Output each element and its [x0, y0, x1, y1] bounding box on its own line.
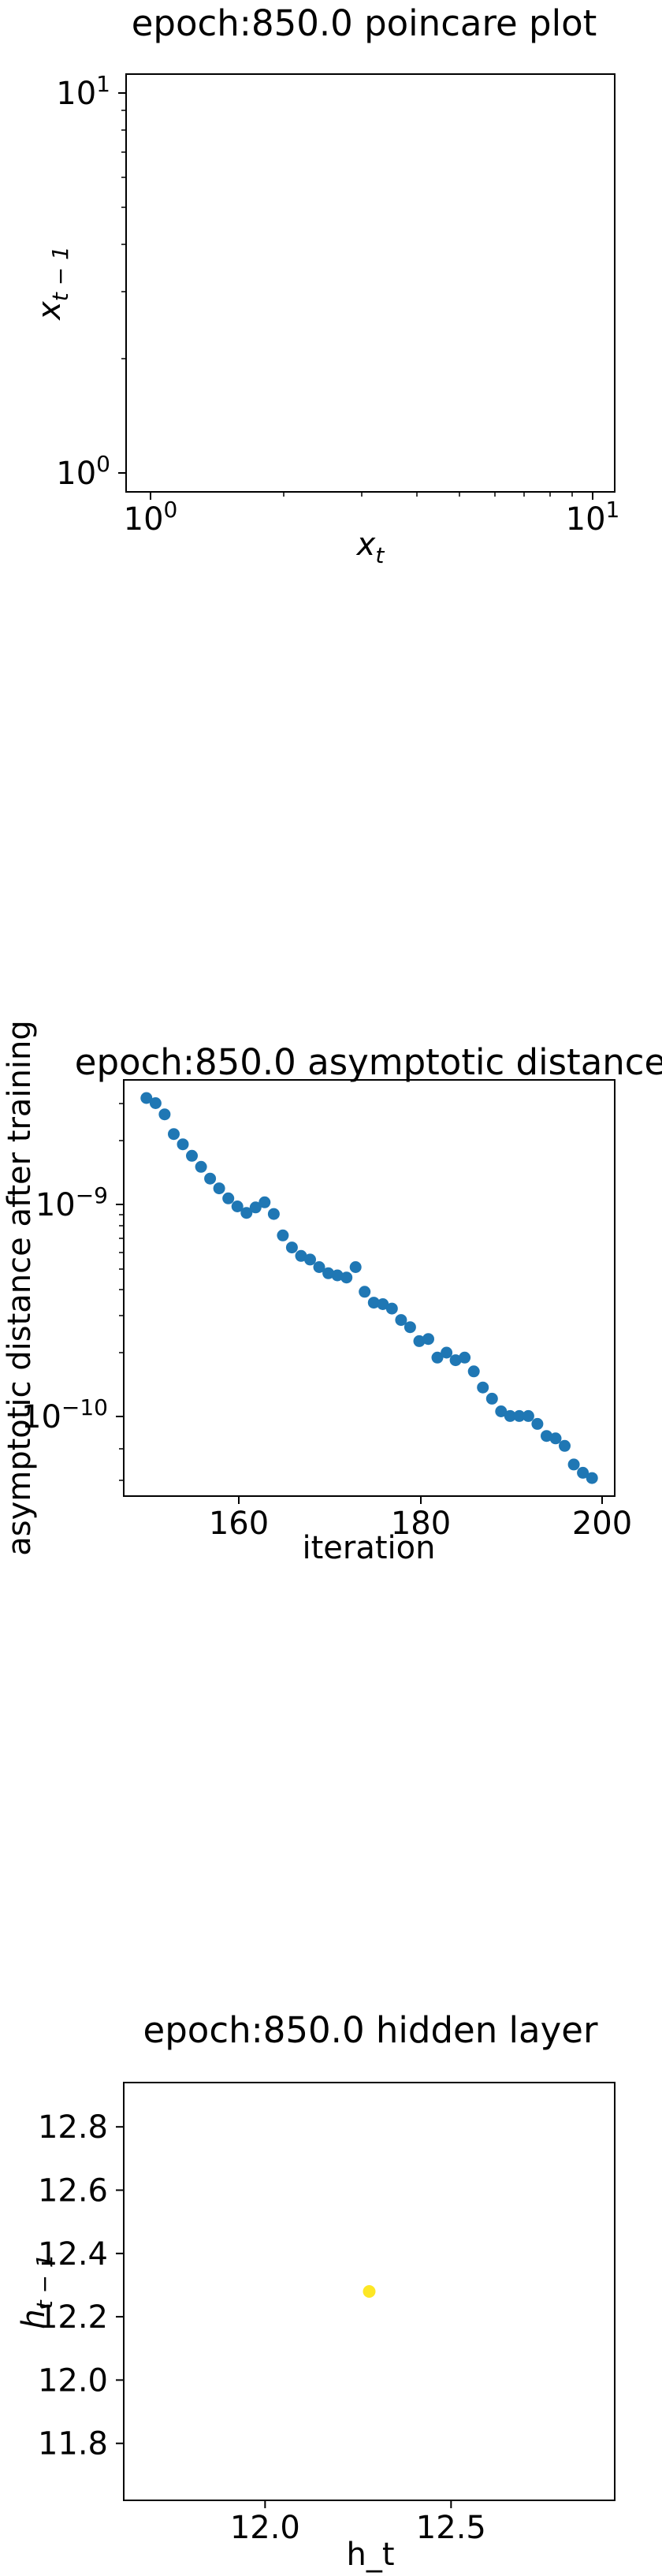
asymptotic-point: [313, 1261, 325, 1273]
asymptotic-point: [204, 1172, 217, 1185]
asymptotic-point: [195, 1160, 207, 1173]
asymptotic-x-tick-200: 200: [572, 1506, 632, 1542]
hidden-y-tick: 12.6: [38, 2173, 108, 2209]
asymptotic-point: [177, 1138, 189, 1151]
asymptotic-point: [541, 1430, 552, 1442]
poincare-title: epoch:850.0 poincare plot: [132, 2, 597, 44]
hidden-y-tick: 12.0: [38, 2362, 108, 2399]
asymptotic-point: [186, 1149, 198, 1162]
asymptotic-point: [459, 1351, 471, 1364]
asymptotic-point: [485, 1392, 498, 1405]
asymptotic-x-tick-160: 160: [209, 1506, 269, 1542]
asymptotic-ylabel: asymptotic distance after training: [2, 1020, 38, 1556]
hidden-ticks: 12.0 12.5 11.8 12.0 12.2 12.4 12.6 12.8: [38, 2109, 486, 2546]
poincare-y-tick-1: 100: [56, 451, 110, 492]
hidden-y-tick: 12.8: [38, 2109, 108, 2146]
asymptotic-point: [277, 1229, 289, 1241]
asymptotic-minor-ticks: [119, 1103, 124, 1481]
hidden-xlabel: h_t: [346, 2537, 394, 2573]
asymptotic-point: [422, 1333, 434, 1346]
poincare-minor-ticks: [121, 110, 573, 497]
asymptotic-point: [367, 1297, 380, 1309]
asymptotic-panel: epoch:850.0 asymptotic distance 160 180 …: [2, 1020, 662, 1566]
asymptotic-point: [477, 1381, 489, 1394]
asymptotic-point: [559, 1439, 571, 1452]
hidden-ylabel: ht − 1: [16, 2254, 58, 2328]
asymptotic-point: [522, 1409, 534, 1422]
asymptotic-point: [531, 1417, 544, 1430]
hidden-point: [363, 2285, 376, 2298]
asymptotic-point: [449, 1354, 462, 1367]
asymptotic-x-tick-180: 180: [391, 1506, 451, 1542]
asymptotic-point: [285, 1241, 298, 1254]
asymptotic-xlabel: iteration: [303, 1530, 436, 1566]
asymptotic-point: [340, 1271, 353, 1284]
asymptotic-title: epoch:850.0 asymptotic distance: [75, 1041, 662, 1083]
asymptotic-point: [158, 1108, 171, 1121]
asymptotic-point: [267, 1208, 280, 1220]
asymptotic-point: [413, 1335, 426, 1347]
asymptotic-point: [513, 1409, 526, 1422]
asymptotic-point: [567, 1458, 580, 1471]
hidden-x-tick: 12.0: [230, 2510, 300, 2546]
hidden-title: epoch:850.0 hidden layer: [143, 2009, 598, 2051]
hidden-y-tick: 12.2: [38, 2299, 108, 2336]
poincare-ylabel: xt − 1: [32, 246, 73, 322]
asymptotic-point: [467, 1365, 480, 1378]
asymptotic-point: [304, 1253, 316, 1266]
asymptotic-point: [322, 1267, 335, 1279]
asymptotic-point: [331, 1269, 344, 1282]
hidden-y-tick: 11.8: [38, 2426, 108, 2462]
asymptotic-y-tick-1e-9: 10−9: [35, 1182, 108, 1223]
asymptotic-point: [258, 1196, 271, 1208]
asymptotic-points: [140, 1092, 598, 1484]
asymptotic-point: [149, 1097, 162, 1109]
asymptotic-point: [168, 1128, 180, 1141]
asymptotic-point: [404, 1321, 416, 1334]
poincare-xlabel: xt: [355, 527, 385, 568]
asymptotic-point: [249, 1201, 262, 1214]
poincare-y-tick-2: 101: [56, 71, 110, 112]
poincare-panel: epoch:850.0 poincare plot 100 101: [32, 2, 619, 568]
asymptotic-point: [222, 1192, 235, 1204]
asymptotic-point: [349, 1261, 362, 1273]
asymptotic-point: [441, 1346, 453, 1359]
asymptotic-point: [377, 1298, 389, 1310]
asymptotic-point: [504, 1409, 516, 1422]
asymptotic-point: [213, 1182, 225, 1195]
hidden-x-tick: 12.5: [416, 2510, 486, 2546]
poincare-x-tick-2: 101: [566, 497, 620, 538]
hidden-y-tick: 12.4: [38, 2236, 108, 2273]
asymptotic-point: [231, 1201, 244, 1212]
asymptotic-point: [140, 1092, 153, 1104]
asymptotic-point: [240, 1207, 253, 1219]
asymptotic-point: [549, 1432, 562, 1445]
poincare-plot-area: [125, 73, 616, 493]
asymptotic-point: [495, 1405, 508, 1417]
asymptotic-point: [385, 1302, 398, 1315]
hidden-panel: epoch:850.0 hidden layer 12.0 12.511.812.…: [16, 2009, 616, 2573]
poincare-x-tick-1: 100: [124, 497, 178, 538]
asymptotic-point: [431, 1351, 444, 1364]
asymptotic-point: [359, 1286, 371, 1298]
asymptotic-point: [586, 1472, 598, 1484]
asymptotic-plot-area: [123, 1079, 616, 1497]
hidden-points: [363, 2285, 376, 2298]
asymptotic-point: [295, 1249, 307, 1262]
hidden-plot-area: [123, 2082, 616, 2501]
asymptotic-point: [395, 1314, 407, 1327]
asymptotic-point: [577, 1466, 589, 1479]
